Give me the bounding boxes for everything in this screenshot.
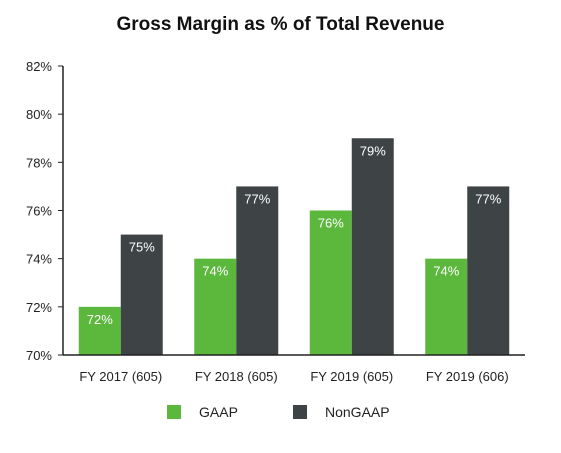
legend-swatch-nongaap [293,405,307,419]
data-label: 77% [244,191,270,206]
data-label: 74% [202,264,228,279]
x-tick-label: FY 2017 (605) [79,369,162,384]
y-axis: 70% 72% 74% 76% 78% 80% 82% [26,59,64,363]
data-label: 76% [318,216,344,231]
y-tick-label: 74% [26,252,52,267]
legend-label-nongaap: NonGAAP [325,404,390,420]
x-axis: FY 2017 (605) FY 2018 (605) FY 2019 (605) F… [63,354,525,384]
bar-nongaap [236,186,279,355]
bar-nongaap [467,186,510,355]
bar-gaap [78,306,121,355]
legend-item-gaap: GAAP [167,404,238,420]
data-label: 72% [87,312,113,327]
data-label: 75% [129,240,155,255]
bar-nongaap [351,138,394,355]
bar-gaap [309,210,352,355]
data-label: 79% [360,143,386,158]
legend-label-gaap: GAAP [199,404,238,420]
y-tick-label: 78% [26,155,52,170]
chart-title: Gross Margin as % of Total Revenue [116,14,445,35]
data-label: 77% [475,191,501,206]
x-tick-label: FY 2019 (605) [310,369,393,384]
y-tick-label: 76% [26,204,52,219]
y-tick-label: 80% [26,107,52,122]
y-tick-label: 72% [26,300,52,315]
legend-swatch-gaap [167,405,181,419]
x-tick-label: FY 2018 (605) [195,369,278,384]
y-tick-label: 82% [26,59,52,74]
data-label: 74% [433,264,459,279]
x-tick-label: FY 2019 (606) [426,369,509,384]
bar-gaap [194,258,237,355]
y-tick-label: 70% [26,348,52,363]
legend-item-nongaap: NonGAAP [293,404,390,420]
bar-gaap [425,258,468,355]
legend: GAAP NonGAAP [0,404,561,428]
bars: 72% 75% 74% 77% 76% 79% 74% 77% [78,138,510,355]
bar-nongaap [120,234,163,355]
